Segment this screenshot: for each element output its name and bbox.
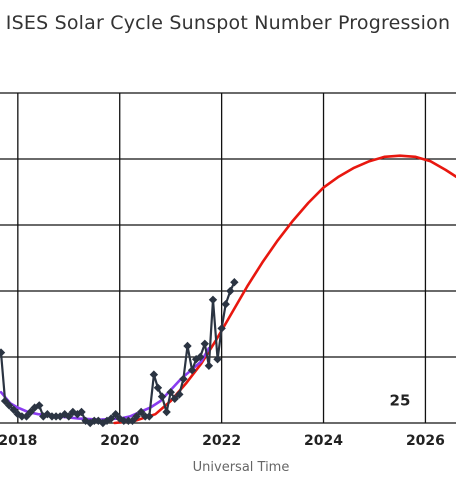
- data-point-marker: [153, 383, 163, 392]
- x-tick-label: 2018: [0, 433, 37, 449]
- data-point-marker: [175, 390, 184, 399]
- annotations: 25: [390, 391, 411, 409]
- plot-area: [0, 93, 456, 423]
- data-point-marker: [157, 392, 167, 401]
- data-point-marker: [213, 355, 222, 364]
- data-point-marker: [162, 407, 171, 417]
- x-tick-label: 2026: [406, 433, 445, 449]
- data-point-marker: [35, 401, 44, 410]
- data-point-marker: [221, 300, 230, 309]
- data-point-marker: [17, 412, 27, 421]
- data-point-marker: [73, 410, 82, 419]
- data-point-marker: [208, 295, 218, 304]
- x-tick-label: 2022: [202, 433, 241, 449]
- data-point-marker: [106, 414, 116, 423]
- data-point-marker: [187, 366, 197, 375]
- data-point-marker: [64, 412, 73, 421]
- data-point-marker: [81, 416, 90, 425]
- data-point-marker: [230, 278, 239, 287]
- data-point-marker: [111, 410, 120, 419]
- x-tick-labels: 2018 2020 2022 2024 2026: [0, 433, 445, 449]
- data-point-marker: [196, 352, 205, 362]
- cycle-label: 25: [390, 391, 411, 409]
- series-layer: [0, 154, 456, 428]
- data-point-marker: [119, 416, 129, 425]
- data-point-marker: [170, 394, 179, 403]
- chart-title: ISES Solar Cycle Sunspot Number Progress…: [5, 12, 451, 34]
- data-point-marker: [22, 412, 31, 421]
- data-point-marker: [9, 405, 18, 414]
- data-point-marker: [0, 396, 10, 406]
- x-axis-label: Universal Time: [193, 460, 290, 475]
- data-point-marker: [77, 407, 86, 417]
- data-point-marker: [200, 339, 210, 348]
- plot-grid: [0, 92, 456, 424]
- data-point-marker: [4, 401, 14, 410]
- data-point-marker: [179, 374, 188, 384]
- data-point-marker: [136, 407, 146, 417]
- data-point-marker: [30, 403, 39, 412]
- data-point-marker: [132, 412, 141, 421]
- data-point-marker: [26, 407, 35, 417]
- data-point-marker: [183, 341, 192, 351]
- data-point-marker: [0, 348, 6, 357]
- x-tick-label: 2024: [304, 433, 343, 449]
- data-point-marker: [98, 418, 108, 428]
- data-point-marker: [217, 324, 226, 333]
- data-point-marker: [145, 412, 154, 421]
- x-tick-label: 2020: [100, 433, 139, 449]
- data-point-marker: [204, 361, 214, 370]
- data-point-marker: [128, 416, 137, 425]
- data-point-marker: [149, 370, 159, 379]
- data-point-marker: [226, 286, 235, 296]
- data-point-marker: [166, 388, 175, 397]
